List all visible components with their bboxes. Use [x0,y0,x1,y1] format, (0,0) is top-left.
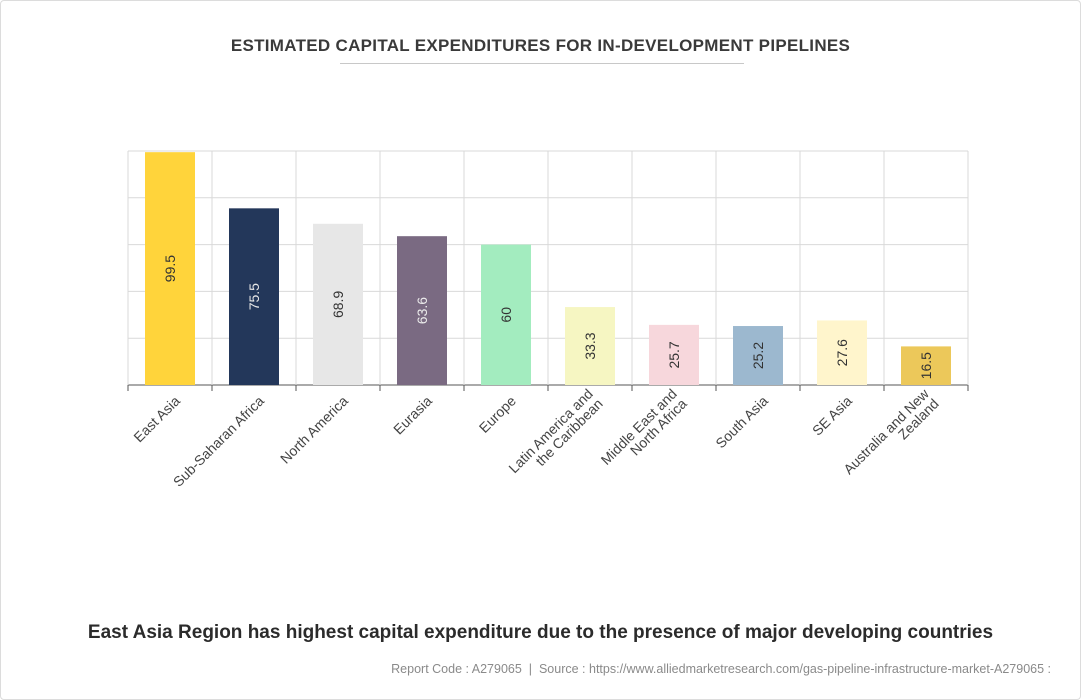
x-tick-label: Europe [476,392,519,435]
x-tick-label: SE Asia [809,392,855,438]
chart-caption: East Asia Region has highest capital exp… [87,622,994,643]
data-label: 99.5 [162,255,178,282]
data-label: 25.2 [750,342,766,369]
report-code: Report Code : A279065 [391,662,522,676]
x-tick-label: Sub-Saharan Africa [170,392,267,489]
x-tick-label-line: East Asia [130,392,183,445]
bar [397,236,447,385]
source-link[interactable]: Source : https://www.alliedmarketresearc… [538,662,1051,676]
x-tick-label-line: Latin America and [505,386,596,477]
footer-separator: | [528,662,533,676]
x-tick-label-line: South Asia [712,392,771,451]
bar [145,152,195,385]
data-label: 75.5 [246,283,262,310]
bar [481,244,531,385]
bar [733,326,783,385]
data-label: 60 [498,307,514,323]
bar [565,307,615,385]
x-tick-label-line: Europe [476,392,519,435]
x-tick-label-line: Eurasia [390,392,435,437]
chart-title: ESTIMATED CAPITAL EXPENDITURES FOR IN-DE… [230,36,851,55]
bar [313,223,363,385]
data-label: 63.6 [414,297,430,324]
x-tick-label: South Asia [712,392,771,451]
x-tick-label-line: Australia and New [840,385,932,477]
data-label: 25.7 [666,341,682,368]
x-tick-label-line: North America [277,392,351,466]
title-underline [340,63,744,64]
bar [229,208,279,385]
x-tick-label: North America [277,392,351,466]
bar [649,324,699,385]
source-footer: Report Code : A279065 | Source : https:/… [391,662,1051,676]
x-tick-label: Middle East andNorth Africa [598,385,690,477]
data-label: 33.3 [582,332,598,359]
bar [901,346,951,385]
x-tick-label-line: SE Asia [809,392,855,438]
x-tick-label: Eurasia [390,392,435,437]
x-tick-label-line: Sub-Saharan Africa [170,392,267,489]
x-tick-label: Australia and NewZealand [840,385,942,487]
data-label: 27.6 [834,339,850,366]
x-tick-label: Latin America andthe Caribbean [505,386,605,486]
x-tick-label: East Asia [130,392,183,445]
data-label: 16.5 [918,352,934,379]
data-label: 68.9 [330,291,346,318]
bar [817,320,867,385]
